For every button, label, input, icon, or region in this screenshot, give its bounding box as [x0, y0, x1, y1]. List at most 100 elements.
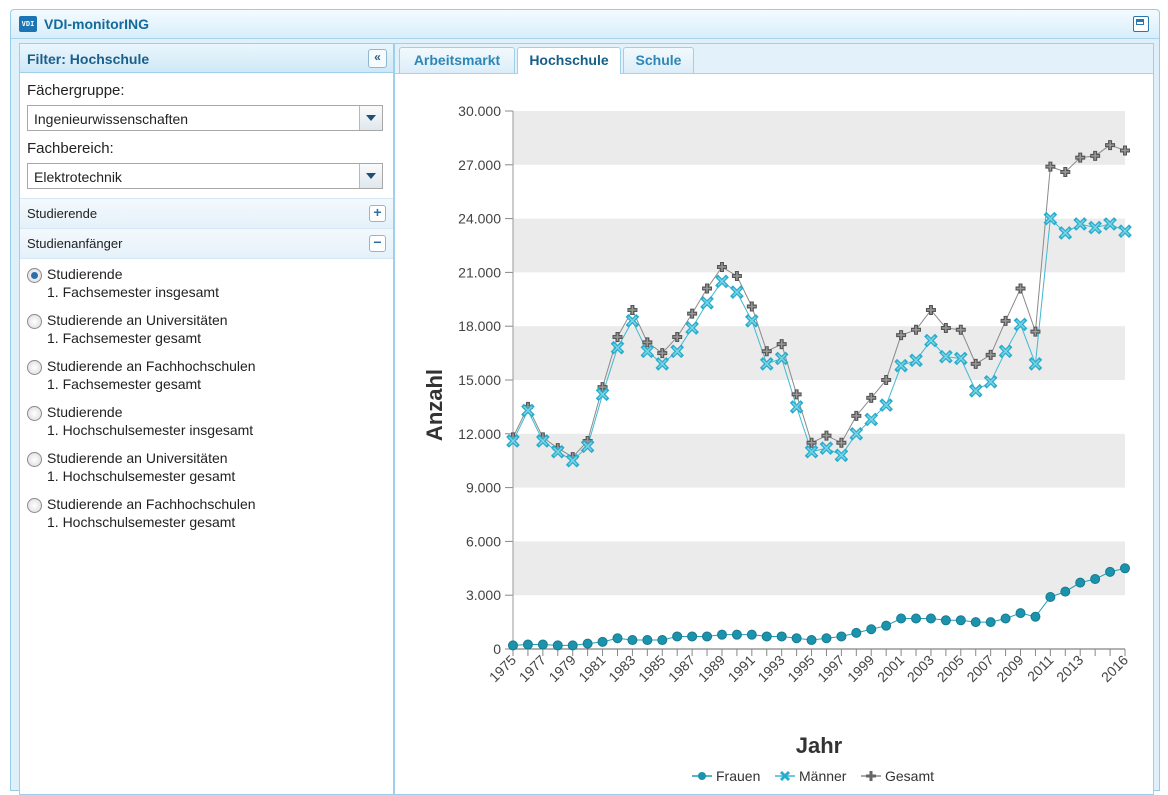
- legend-item-männer[interactable]: Männer: [775, 768, 847, 784]
- expand-icon[interactable]: +: [369, 205, 386, 222]
- maximize-icon[interactable]: [1133, 16, 1149, 32]
- data-point-frauen[interactable]: [1120, 563, 1130, 574]
- data-point-frauen[interactable]: [836, 631, 847, 642]
- accordion-studierende[interactable]: Studierende +: [20, 198, 393, 229]
- grid-band: [513, 111, 1125, 165]
- radio-button[interactable]: [27, 360, 42, 375]
- radio-button[interactable]: [27, 314, 42, 329]
- radio-button[interactable]: [27, 268, 42, 283]
- x-tick-label: 2001: [874, 652, 907, 685]
- data-point-frauen[interactable]: [955, 615, 966, 626]
- data-point-frauen[interactable]: [567, 640, 578, 651]
- data-point-männer-inner: [1060, 228, 1070, 238]
- x-tick-label: 1977: [516, 652, 549, 685]
- fachbereich-select[interactable]: Elektrotechnik: [27, 163, 383, 189]
- data-point-frauen[interactable]: [746, 629, 757, 640]
- radio-option[interactable]: Studierende 1. Fachsemester insgesamt: [20, 260, 393, 306]
- data-point-frauen[interactable]: [985, 617, 996, 628]
- data-point-männer-inner: [896, 361, 906, 371]
- tab-hochschule[interactable]: Hochschule: [517, 47, 621, 74]
- radio-button[interactable]: [27, 498, 42, 513]
- data-point-frauen[interactable]: [522, 639, 533, 650]
- chevron-down-icon[interactable]: [359, 106, 382, 130]
- radio-option[interactable]: Studierende an Universitäten 1. Fachseme…: [20, 306, 393, 352]
- data-point-männer-inner: [836, 450, 846, 460]
- data-point-frauen[interactable]: [1060, 586, 1071, 597]
- chevron-down-icon[interactable]: [359, 164, 382, 188]
- radio-option[interactable]: Studierende an Universitäten 1. Hochschu…: [20, 444, 393, 490]
- filter-panel: Filter: Hochschule « Fächergruppe: Ingen…: [19, 43, 394, 795]
- fachbereich-label: Fachbereich:: [27, 140, 114, 157]
- data-point-männer-inner: [941, 352, 951, 362]
- tab-schule[interactable]: Schule: [623, 47, 694, 73]
- collapse-icon[interactable]: −: [369, 235, 386, 252]
- data-point-frauen[interactable]: [940, 615, 951, 626]
- data-point-frauen[interactable]: [851, 627, 862, 638]
- data-point-frauen[interactable]: [537, 639, 548, 650]
- data-point-frauen[interactable]: [806, 635, 817, 646]
- data-point-männer-inner: [821, 443, 831, 453]
- data-point-frauen[interactable]: [672, 631, 683, 642]
- data-point-männer-inner: [687, 323, 697, 333]
- data-point-frauen[interactable]: [776, 631, 787, 642]
- x-tick-label: 1987: [665, 652, 698, 685]
- data-point-frauen[interactable]: [1000, 613, 1011, 624]
- data-point-frauen[interactable]: [761, 631, 772, 642]
- data-point-frauen[interactable]: [881, 620, 892, 631]
- data-point-frauen[interactable]: [866, 624, 877, 635]
- data-point-frauen[interactable]: [687, 631, 698, 642]
- accordion-studienanfaenger[interactable]: Studienanfänger −: [20, 229, 393, 259]
- collapse-panel-icon[interactable]: «: [368, 49, 387, 68]
- data-point-frauen[interactable]: [821, 633, 832, 644]
- radio-button[interactable]: [27, 406, 42, 421]
- data-point-frauen[interactable]: [597, 636, 608, 647]
- data-point-frauen[interactable]: [702, 631, 713, 642]
- data-point-frauen[interactable]: [582, 638, 593, 649]
- data-point-frauen[interactable]: [1045, 591, 1056, 602]
- x-tick-label: 1993: [754, 652, 787, 685]
- x-tick-label: 2016: [1098, 652, 1131, 685]
- data-point-frauen[interactable]: [896, 613, 907, 624]
- radio-option[interactable]: Studierende an Fachhochschulen 1. Hochsc…: [20, 490, 393, 536]
- radio-sublabel: 1. Fachsemester gesamt: [47, 330, 202, 346]
- data-point-frauen[interactable]: [1105, 566, 1116, 577]
- data-point-frauen[interactable]: [642, 635, 653, 646]
- x-tick-label: 1981: [575, 652, 608, 685]
- data-point-männer-inner: [1090, 223, 1100, 233]
- data-point-frauen[interactable]: [1030, 611, 1041, 622]
- x-tick-label: 1991: [725, 652, 758, 685]
- data-point-männer-inner: [612, 343, 623, 353]
- faechergruppe-select[interactable]: Ingenieurwissenschaften: [27, 105, 383, 131]
- data-point-frauen[interactable]: [612, 633, 623, 644]
- data-point-frauen[interactable]: [627, 635, 638, 646]
- app-window: VDI VDI-monitorING Filter: Hochschule « …: [10, 9, 1160, 795]
- data-point-frauen[interactable]: [1090, 574, 1101, 585]
- data-point-frauen[interactable]: [911, 613, 922, 624]
- data-point-männer-inner: [1105, 219, 1115, 229]
- radio-button[interactable]: [27, 452, 42, 467]
- legend-item-frauen[interactable]: Frauen: [692, 768, 760, 784]
- radio-option[interactable]: Studierende 1. Hochschulsemester insgesa…: [20, 398, 393, 444]
- data-point-frauen[interactable]: [1075, 577, 1086, 588]
- data-point-frauen[interactable]: [925, 613, 936, 624]
- data-point-frauen[interactable]: [791, 633, 802, 644]
- radio-option[interactable]: Studierende an Fachhochschulen 1. Fachse…: [20, 352, 393, 398]
- data-point-frauen[interactable]: [508, 640, 518, 651]
- data-point-gesamt-inner: [1001, 316, 1010, 325]
- data-point-frauen[interactable]: [1015, 608, 1026, 619]
- x-tick-label: 2007: [963, 652, 996, 685]
- data-point-gesamt-inner: [643, 338, 652, 347]
- data-point-männer-inner: [777, 353, 787, 364]
- data-point-männer-inner: [1045, 214, 1055, 224]
- data-point-frauen[interactable]: [716, 629, 727, 640]
- legend-label: Männer: [799, 768, 847, 784]
- data-point-frauen[interactable]: [970, 617, 981, 628]
- data-point-frauen[interactable]: [657, 635, 668, 646]
- data-point-gesamt-inner: [1106, 141, 1115, 150]
- data-point-frauen[interactable]: [552, 640, 563, 651]
- data-point-gesamt-inner: [792, 390, 801, 399]
- data-point-frauen[interactable]: [731, 629, 742, 640]
- tab-arbeitsmarkt[interactable]: Arbeitsmarkt: [399, 47, 515, 73]
- data-point-gesamt-inner: [852, 411, 861, 420]
- legend-item-gesamt[interactable]: Gesamt: [861, 768, 934, 784]
